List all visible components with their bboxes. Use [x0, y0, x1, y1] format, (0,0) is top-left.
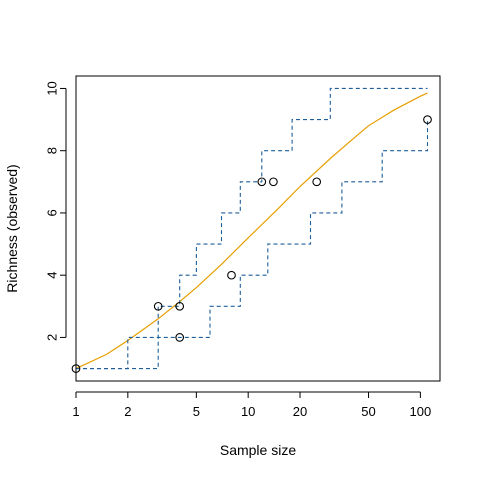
observed-point — [257, 177, 267, 187]
plot-marks — [71, 87, 432, 373]
y-tick-label: 2 — [45, 334, 60, 341]
observed-point — [153, 301, 163, 311]
observed-point — [312, 177, 322, 187]
x-tick-label: 10 — [241, 404, 255, 419]
observed-point — [227, 270, 236, 280]
x-axis-title: Sample size — [220, 442, 296, 458]
observed-point — [423, 115, 432, 124]
chart-axes: 1 2 5 10 20 50 100 2 4 6 8 10 — [45, 81, 432, 419]
expected-richness-line — [75, 92, 428, 370]
y-tick-label: 6 — [45, 209, 60, 216]
y-axis-title: Richness (observed) — [4, 164, 20, 292]
x-tick-label: 20 — [293, 404, 307, 419]
x-tick-label: 2 — [124, 404, 131, 419]
x-tick-label: 100 — [410, 404, 432, 419]
x-tick-label: 1 — [72, 404, 79, 419]
plot-box — [75, 75, 441, 382]
y-tick-label: 10 — [45, 81, 60, 95]
observed-point — [175, 301, 185, 311]
y-tick-label: 8 — [45, 147, 60, 154]
lower-bound-step-line — [76, 119, 429, 370]
x-tick-label: 5 — [193, 404, 200, 419]
observed-point — [175, 333, 185, 342]
observed-point — [269, 177, 278, 187]
x-tick-label: 50 — [361, 404, 375, 419]
y-tick-label: 4 — [45, 272, 60, 279]
upper-bound-step-line — [76, 87, 428, 370]
